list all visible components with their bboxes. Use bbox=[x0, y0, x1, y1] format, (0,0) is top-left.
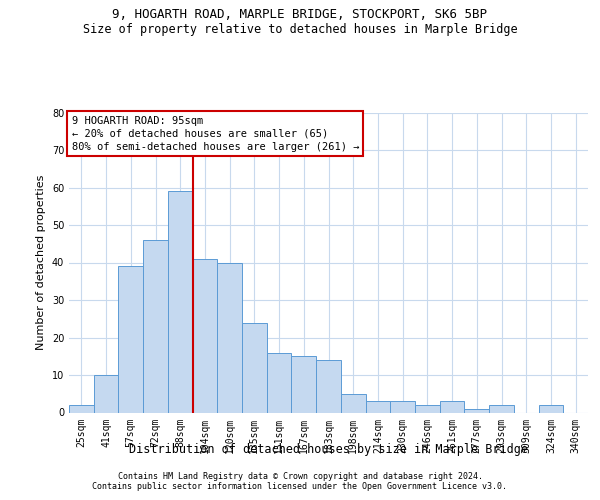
Text: 9, HOGARTH ROAD, MARPLE BRIDGE, STOCKPORT, SK6 5BP: 9, HOGARTH ROAD, MARPLE BRIDGE, STOCKPOR… bbox=[113, 8, 487, 20]
Bar bbox=[217, 262, 242, 412]
Bar bbox=[341, 394, 365, 412]
Bar bbox=[69, 405, 94, 412]
Bar bbox=[539, 405, 563, 412]
Bar bbox=[242, 322, 267, 412]
Bar bbox=[390, 401, 415, 412]
Text: Size of property relative to detached houses in Marple Bridge: Size of property relative to detached ho… bbox=[83, 22, 517, 36]
Bar bbox=[415, 405, 440, 412]
Bar bbox=[365, 401, 390, 412]
Bar bbox=[267, 352, 292, 412]
Bar bbox=[440, 401, 464, 412]
Bar bbox=[143, 240, 168, 412]
Text: Distribution of detached houses by size in Marple Bridge: Distribution of detached houses by size … bbox=[130, 442, 528, 456]
Text: Contains HM Land Registry data © Crown copyright and database right 2024.: Contains HM Land Registry data © Crown c… bbox=[118, 472, 482, 481]
Bar bbox=[464, 409, 489, 412]
Bar bbox=[168, 191, 193, 412]
Bar bbox=[118, 266, 143, 412]
Bar bbox=[193, 259, 217, 412]
Text: Contains public sector information licensed under the Open Government Licence v3: Contains public sector information licen… bbox=[92, 482, 508, 491]
Bar bbox=[94, 375, 118, 412]
Text: 9 HOGARTH ROAD: 95sqm
← 20% of detached houses are smaller (65)
80% of semi-deta: 9 HOGARTH ROAD: 95sqm ← 20% of detached … bbox=[71, 116, 359, 152]
Bar bbox=[489, 405, 514, 412]
Y-axis label: Number of detached properties: Number of detached properties bbox=[36, 175, 46, 350]
Bar bbox=[316, 360, 341, 412]
Bar bbox=[292, 356, 316, 412]
